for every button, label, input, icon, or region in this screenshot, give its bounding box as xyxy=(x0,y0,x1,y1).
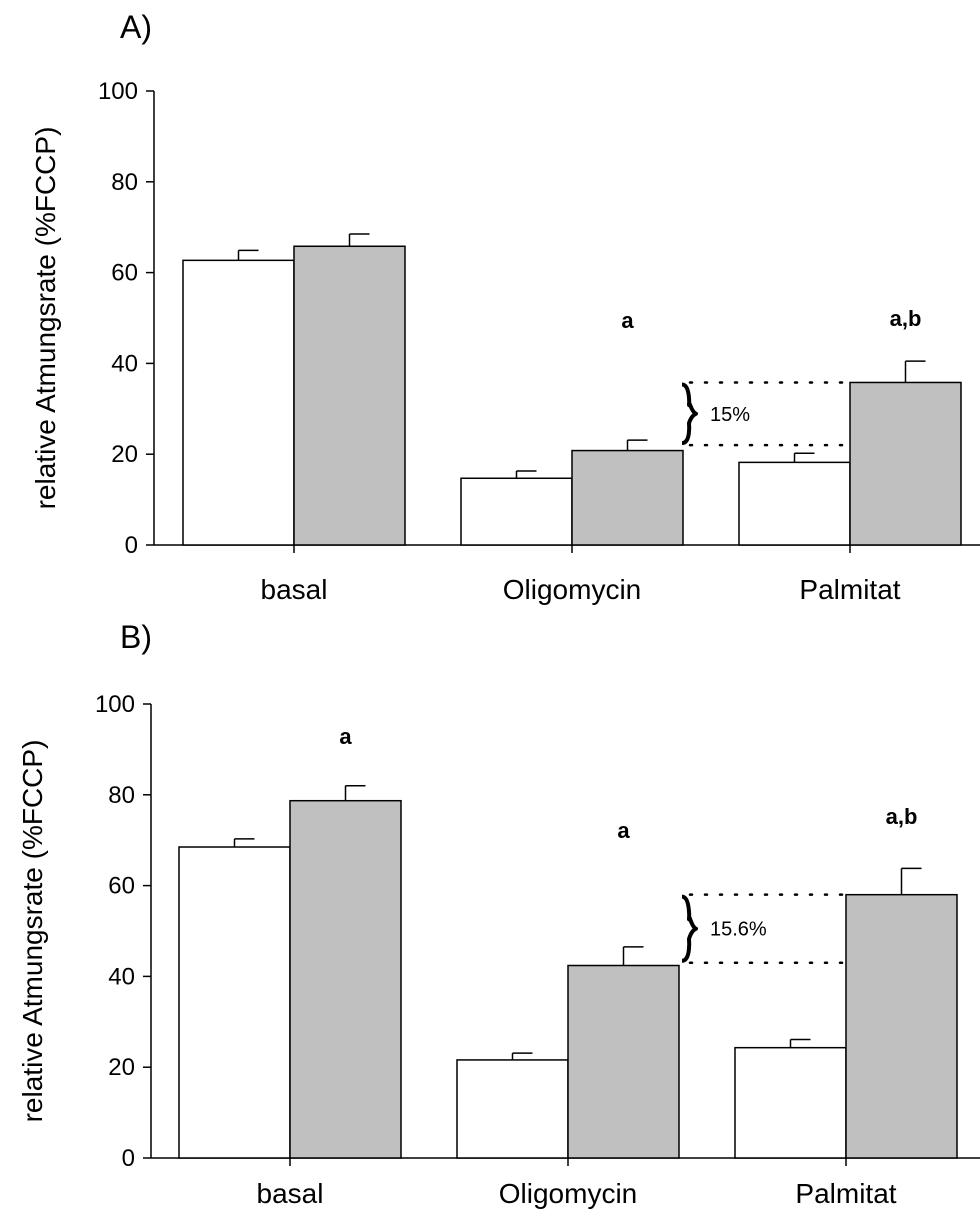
panel-b-bar-oligomycin-white xyxy=(456,1059,569,1159)
panel-b-y-tick-label: 0 xyxy=(122,1145,135,1172)
panel-b-category-label: Oligomycin xyxy=(499,1178,637,1209)
panel-b-significance-label: a,b xyxy=(886,804,918,829)
panel-a-bar-oligomycin-white xyxy=(460,477,573,546)
panel-b-significance-label: a xyxy=(339,724,352,749)
panel-a-y-tick-label: 0 xyxy=(125,532,138,559)
panel-b-significance-label: a xyxy=(617,818,630,843)
panel-b-difference-label: 15.6% xyxy=(710,919,767,941)
panel-a-bar-oligomycin-grey xyxy=(571,449,684,546)
panel-b-y-axis-label: relative Atmungsrate (%FCCP) xyxy=(17,740,48,1123)
panel-a-category-label: basal xyxy=(261,574,328,605)
panel-a-category-label: Oligomycin xyxy=(503,574,641,605)
panel-a-brace xyxy=(681,382,698,446)
panel-b-y-tick-label: 100 xyxy=(95,691,135,718)
panel-a-y-tick-label: 60 xyxy=(111,260,138,287)
panel-b-category-label: Palmitat xyxy=(795,1178,896,1209)
panel-a-difference-label: 15% xyxy=(710,404,750,426)
panel-a-bar-basal-white xyxy=(182,259,295,546)
panel-b-y-tick-label: 60 xyxy=(108,873,135,900)
panel-b-bar-basal-white xyxy=(178,846,291,1159)
panel-a-significance-label: a xyxy=(621,308,634,333)
panel-a-y-axis-label: relative Atmungsrate (%FCCP) xyxy=(30,127,61,510)
panel-b-brace xyxy=(681,894,698,963)
panel-a-bar-palmitat-white xyxy=(738,461,851,546)
panel-a-y-tick-label: 80 xyxy=(111,169,138,196)
panel-a-bar-basal-grey xyxy=(293,245,406,546)
panel-b-bar-palmitat-grey xyxy=(845,893,958,1159)
panel-b-bar-oligomycin-grey xyxy=(567,964,680,1159)
panel-b-bar-palmitat-white xyxy=(734,1046,847,1159)
panel-a-category-label: Palmitat xyxy=(799,574,900,605)
panel-b-y-tick-label: 80 xyxy=(108,782,135,809)
panel-a-label: A) xyxy=(120,9,152,45)
panel-b-label: B) xyxy=(120,619,152,655)
panel-a-y-tick-label: 20 xyxy=(111,441,138,468)
panel-b-category-label: basal xyxy=(257,1178,324,1209)
panel-b-y-tick-label: 40 xyxy=(108,963,135,990)
panel-a-significance-label: a,b xyxy=(890,306,922,331)
panel-b-y-tick-label: 20 xyxy=(108,1054,135,1081)
panel-a-y-tick-label: 100 xyxy=(98,78,138,105)
panel-a-bar-palmitat-grey xyxy=(849,381,962,546)
panel-a-y-tick-label: 40 xyxy=(111,350,138,377)
panel-b-bar-basal-grey xyxy=(289,799,402,1159)
